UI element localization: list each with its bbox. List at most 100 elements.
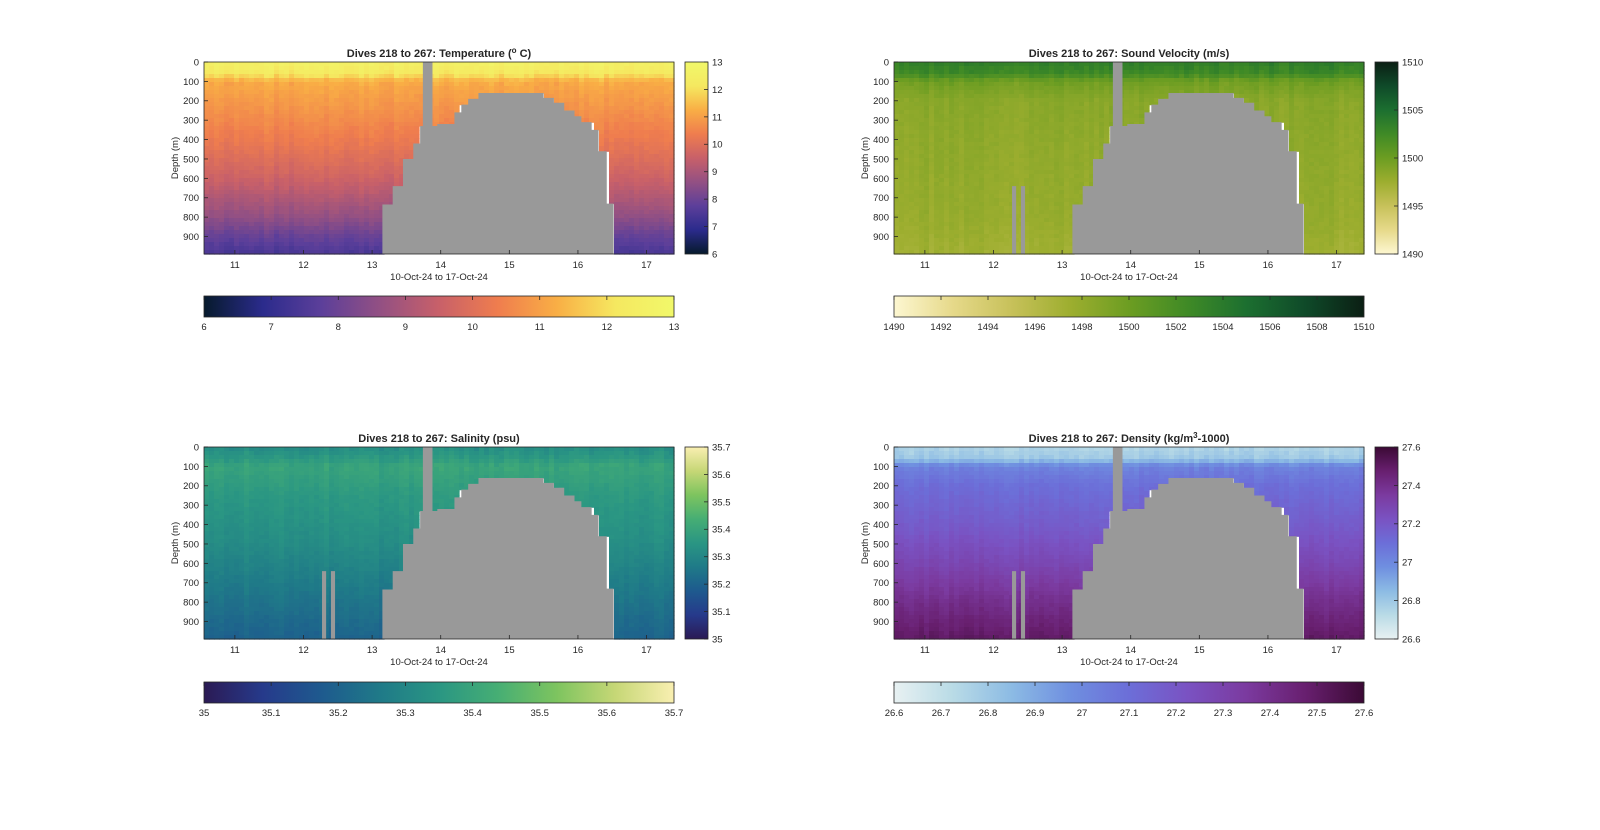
heatmap-cell bbox=[384, 106, 390, 111]
heatmap-cell bbox=[539, 86, 545, 91]
y-tick-label: 600 bbox=[183, 174, 199, 185]
heatmap-cell bbox=[259, 62, 265, 67]
heatmap-cell bbox=[1059, 158, 1065, 163]
heatmap-cell bbox=[644, 210, 650, 215]
heatmap-cell bbox=[354, 202, 360, 207]
heatmap-cell bbox=[249, 162, 255, 167]
heatmap-cell bbox=[509, 82, 515, 87]
heatmap-cell bbox=[394, 70, 400, 75]
heatmap-cell bbox=[324, 242, 330, 247]
heatmap-cell bbox=[234, 78, 240, 83]
heatmap-cell bbox=[434, 114, 440, 119]
heatmap-cell bbox=[244, 246, 250, 251]
heatmap-cell bbox=[989, 186, 995, 191]
heatmap-cell bbox=[524, 66, 530, 71]
heatmap-cell bbox=[919, 170, 925, 175]
heatmap-cell bbox=[359, 246, 365, 251]
heatmap-cell bbox=[279, 154, 285, 159]
heatmap-cell bbox=[649, 142, 655, 147]
heatmap-cell bbox=[339, 178, 345, 183]
heatmap-cell bbox=[619, 66, 625, 71]
heatmap-cell bbox=[1084, 70, 1090, 75]
heatmap-cell bbox=[989, 130, 995, 135]
heatmap-cell bbox=[1074, 170, 1080, 175]
heatmap-cell bbox=[369, 174, 375, 179]
heatmap-cell bbox=[434, 118, 440, 123]
heatmap-cell bbox=[644, 94, 650, 99]
heatmap-cell bbox=[624, 242, 630, 247]
heatmap-cell bbox=[1059, 198, 1065, 203]
heatmap-cell bbox=[919, 138, 925, 143]
heatmap-cell bbox=[989, 194, 995, 199]
heatmap-cell bbox=[614, 86, 620, 91]
heatmap-cell bbox=[329, 210, 335, 215]
heatmap-cell bbox=[464, 94, 470, 99]
heatmap-cell bbox=[979, 242, 985, 247]
heatmap-cell bbox=[544, 86, 550, 91]
heatmap-cell bbox=[364, 146, 370, 151]
heatmap-cell bbox=[1054, 190, 1060, 195]
heatmap-cell bbox=[994, 154, 1000, 159]
heatmap-cell bbox=[1014, 98, 1020, 103]
heatmap-cell bbox=[999, 82, 1005, 87]
heatmap-cell bbox=[614, 138, 620, 143]
heatmap-cell bbox=[919, 242, 925, 247]
heatmap-cell bbox=[624, 114, 630, 119]
heatmap-cell bbox=[909, 78, 915, 83]
heatmap-cell bbox=[1039, 222, 1045, 227]
heatmap-cell bbox=[599, 86, 605, 91]
heatmap-cell bbox=[449, 82, 455, 87]
heatmap-cell bbox=[999, 246, 1005, 251]
heatmap-cell bbox=[269, 182, 275, 187]
heatmap-cell bbox=[1059, 210, 1065, 215]
heatmap-cell bbox=[944, 114, 950, 119]
heatmap-cell bbox=[534, 70, 540, 75]
heatmap-cell bbox=[929, 250, 935, 255]
heatmap-cell bbox=[1024, 66, 1030, 71]
heatmap-cell bbox=[1024, 246, 1030, 251]
heatmap-cell bbox=[374, 166, 380, 171]
heatmap-cell bbox=[934, 122, 940, 127]
heatmap-cell bbox=[939, 90, 945, 95]
heatmap-cell bbox=[904, 162, 910, 167]
heatmap-cell bbox=[239, 138, 245, 143]
heatmap-cell bbox=[639, 146, 645, 151]
heatmap-cell bbox=[209, 186, 215, 191]
heatmap-cell bbox=[654, 154, 660, 159]
heatmap-cell bbox=[919, 130, 925, 135]
heatmap-cell bbox=[294, 206, 300, 211]
heatmap-cell bbox=[904, 190, 910, 195]
heatmap-cell bbox=[1029, 166, 1035, 171]
heatmap-cell bbox=[624, 110, 630, 115]
heatmap-cell bbox=[1094, 126, 1100, 131]
heatmap-cell bbox=[379, 70, 385, 75]
heatmap-cell bbox=[644, 82, 650, 87]
heatmap-cell bbox=[399, 114, 405, 119]
heatmap-cell bbox=[1069, 70, 1075, 75]
heatmap-cell bbox=[284, 178, 290, 183]
heatmap-cell bbox=[1034, 230, 1040, 235]
heatmap-cell bbox=[1084, 130, 1090, 135]
colorbar-tick-label: 8 bbox=[712, 195, 717, 206]
heatmap-cell bbox=[284, 162, 290, 167]
heatmap-cell bbox=[1009, 206, 1015, 211]
heatmap-cell bbox=[1089, 162, 1095, 167]
heatmap-cell bbox=[1009, 138, 1015, 143]
heatmap-cell bbox=[664, 134, 670, 139]
heatmap-cell bbox=[299, 102, 305, 107]
heatmap-cell bbox=[1054, 246, 1060, 251]
heatmap-cell bbox=[619, 90, 625, 95]
heatmap-cell bbox=[254, 162, 260, 167]
heatmap-cell bbox=[319, 66, 325, 71]
heatmap-cell bbox=[354, 94, 360, 99]
heatmap-cell bbox=[304, 230, 310, 235]
heatmap-cell bbox=[579, 74, 585, 79]
heatmap-cell bbox=[334, 202, 340, 207]
heatmap-cell bbox=[924, 158, 930, 163]
heatmap-cell bbox=[274, 110, 280, 115]
heatmap-cell bbox=[369, 130, 375, 135]
heatmap-cell bbox=[949, 198, 955, 203]
heatmap-cell bbox=[939, 218, 945, 223]
heatmap-cell bbox=[394, 162, 400, 167]
heatmap-cell bbox=[564, 66, 570, 71]
